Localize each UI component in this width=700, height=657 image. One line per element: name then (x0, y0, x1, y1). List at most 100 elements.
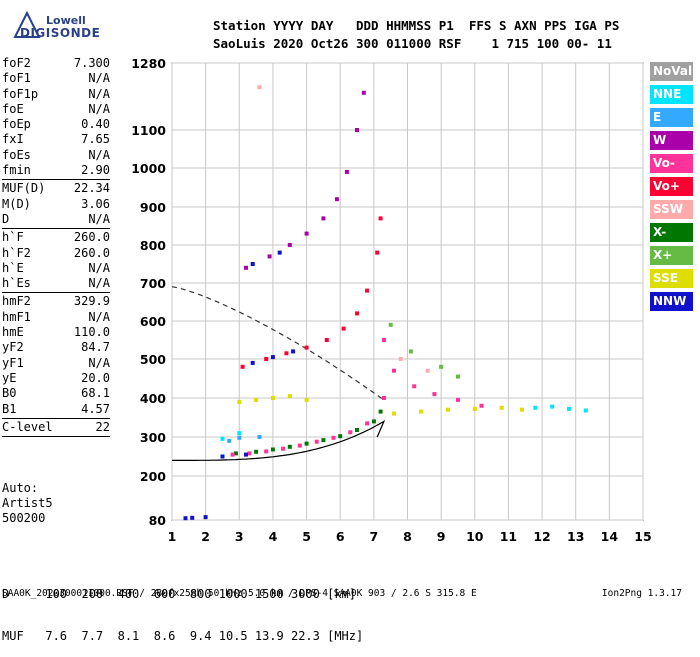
header-values: SaoLuis 2020 Oct26 300 011000 RSF 1 715 … (213, 36, 612, 51)
data-point-8-0 (237, 435, 242, 440)
data-point-7-3 (456, 374, 460, 379)
data-point-3-4 (321, 216, 326, 221)
data-point-5-2 (270, 396, 275, 400)
data-point-1-4 (297, 443, 302, 448)
data-point-0-4 (304, 441, 309, 446)
param-name: hmF2 (2, 294, 31, 309)
data-point-6-4 (567, 406, 571, 411)
y-tick-label: 200 (140, 469, 166, 484)
param-value: 7.300 (73, 56, 110, 70)
param-row: hmF2 329.9 (2, 294, 110, 309)
y-tick-label: 300 (140, 430, 166, 445)
data-point-2-3 (304, 345, 309, 350)
data-point-7-1 (408, 349, 413, 354)
data-point-2-0 (240, 364, 245, 369)
param-row: yF2 84.7 (2, 340, 110, 355)
legend-item-nnw: NNW (650, 292, 693, 311)
data-point-4-8 (190, 515, 195, 520)
param-row: foF1 N/A (2, 71, 110, 86)
param-row: h`F 260.0 (2, 230, 110, 245)
param-value: N/A (88, 211, 110, 226)
data-point-2-6 (355, 311, 359, 316)
data-point-8-2 (227, 438, 232, 443)
data-point-0-9 (378, 409, 383, 414)
param-name: fmin (2, 163, 31, 178)
param-name: B1 (2, 401, 17, 416)
y-tick-label: 600 (140, 314, 166, 329)
data-point-0-0 (233, 451, 238, 456)
x-tick-label: 13 (567, 529, 584, 544)
param-value: N/A (88, 86, 110, 101)
digisonde-logo: Lowell DIGISONDE (8, 6, 118, 46)
data-point-1-12 (412, 384, 417, 389)
data-point-5-3 (287, 394, 292, 399)
data-point-4-1 (244, 452, 248, 457)
data-point-5-9 (499, 405, 504, 410)
param-value: 3.06 (81, 196, 110, 211)
data-point-5-5 (392, 411, 396, 416)
param-name: foF1 (2, 71, 31, 86)
auto-label: Auto: (2, 481, 39, 495)
legend-item-sse: SSE (650, 269, 693, 288)
legend-item-ssw: SSW (650, 200, 693, 219)
auto-program: Artist5 (2, 496, 53, 510)
x-tick-label: 1 (168, 529, 177, 544)
x-tick-label: 10 (466, 529, 484, 544)
data-point-3-6 (344, 169, 349, 174)
param-value: N/A (88, 260, 110, 275)
data-point-9-2 (425, 368, 430, 373)
param-name: yE (2, 370, 17, 385)
param-name: D (2, 211, 10, 226)
distance-row: D 100 200 400 600 800 1000 1500 3000 [km… (2, 587, 357, 601)
param-value: N/A (88, 101, 110, 116)
param-row: C-level 22 (2, 420, 110, 435)
legend-item-w: W (650, 131, 693, 150)
param-name: foE (2, 101, 24, 116)
legend-item-vo-minus: Vo- (650, 154, 693, 173)
legend-item-x-plus: X+ (650, 246, 693, 265)
data-point-1-7 (348, 430, 353, 435)
data-point-3-1 (267, 254, 272, 259)
data-point-1-6 (331, 435, 336, 440)
param-name: hmF1 (2, 309, 31, 324)
y-tick-label: 1100 (131, 123, 166, 138)
data-point-2-5 (341, 326, 346, 331)
data-point-5-1 (254, 397, 259, 402)
data-point-0-7 (355, 428, 359, 432)
data-point-1-9 (382, 396, 386, 400)
x-tick-label: 8 (403, 529, 412, 544)
data-point-0-3 (287, 444, 292, 449)
param-divider (2, 292, 110, 294)
profile-dashed-curve (171, 286, 385, 401)
param-divider (2, 417, 110, 419)
param-name: foF2 (2, 56, 31, 70)
data-point-5-6 (419, 409, 423, 414)
param-row: yE 20.0 (2, 371, 110, 386)
data-point-6-5 (583, 408, 588, 413)
y-tick-label: 500 (140, 352, 166, 367)
param-value: 0.40 (81, 117, 110, 132)
param-value: 329.9 (73, 294, 110, 309)
x-tick-label: 15 (634, 529, 651, 544)
data-point-7-0 (388, 322, 393, 327)
param-name: M(D) (2, 196, 31, 211)
data-point-2-7 (365, 288, 370, 293)
param-row: foEs N/A (2, 148, 110, 163)
data-point-4-3 (270, 355, 275, 360)
param-row: foEp 0.40 (2, 117, 110, 132)
data-point-1-0 (230, 452, 235, 457)
x-tick-label: 9 (437, 529, 446, 544)
param-name: C-level (2, 419, 53, 434)
param-value: 68.1 (81, 386, 110, 401)
x-tick-label: 14 (601, 529, 619, 544)
data-point-9-0 (257, 85, 262, 90)
data-point-2-9 (378, 216, 383, 221)
x-tick-label: 12 (533, 529, 550, 544)
data-point-5-8 (472, 406, 477, 411)
autoscaling-info: Auto: Artist5 500200 (2, 481, 53, 526)
y-tick-label: 1280 (131, 56, 166, 71)
param-row: B0 68.1 (2, 386, 110, 401)
param-value: N/A (88, 147, 110, 162)
param-row: foF1p N/A (2, 87, 110, 102)
param-name: fxI (2, 132, 24, 147)
